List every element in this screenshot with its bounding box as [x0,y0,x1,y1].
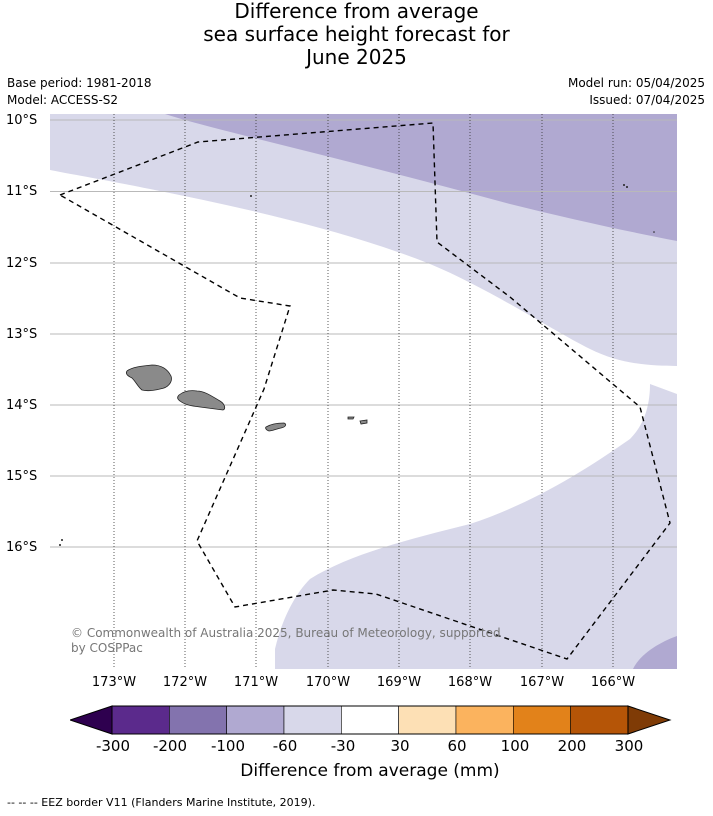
land-islands [125,364,368,432]
copyright-line-2: by COSPPac [71,641,143,655]
colorbar-extension-high [627,705,672,735]
lon-label-172w: 172°W [162,675,208,690]
latitude-gridlines [50,119,677,548]
colorbar-cell [111,705,170,735]
map-panel [50,114,677,669]
model-run: Model run: 05/04/2025 [567,76,705,90]
lat-label-16s: 16°S [6,540,38,555]
anomaly-band-south-dark [633,636,677,669]
colorbar-cell [570,705,629,735]
colorbar-label: Difference from average (mm) [240,761,500,781]
map-canvas [50,114,677,669]
meta-left: Base period: 1981-2018 Model: ACCESS-S2 [7,75,152,109]
island-savaii [125,364,172,392]
colorbar-tick: -300 [95,737,131,755]
colorbar-cells [70,705,672,735]
colorbar-cell [398,705,457,735]
anomaly-band-south-light [275,384,677,669]
title-line-3: June 2025 [306,45,407,69]
colorbar-cell [226,705,285,735]
chart-title: Difference from average sea surface heig… [0,0,713,69]
lat-label-13s: 13°S [6,327,38,342]
base-period: Base period: 1981-2018 [7,76,152,90]
lon-label-170w: 170°W [305,675,351,690]
colorbar-tick: -200 [152,737,188,755]
colorbar-tick: 60 [447,737,467,755]
lat-label-11s: 11°S [6,184,38,199]
lon-label-169w: 169°W [376,675,422,690]
colorbar-cell [455,705,514,735]
lat-label-14s: 14°S [6,398,38,413]
lon-label-167w: 167°W [519,675,565,690]
lon-label-171w: 171°W [233,675,279,690]
lat-label-15s: 15°S [6,469,38,484]
lat-label-12s: 12°S [6,256,38,271]
colorbar [70,705,672,735]
atoll-marks [59,184,655,546]
island-ofu [347,416,355,420]
anomaly-band-north-dark [165,114,677,241]
colorbar-extension-low [70,705,113,735]
copyright-line-1: © Commonwealth of Australia 2025, Bureau… [71,626,501,640]
model-name: Model: ACCESS-S2 [7,93,119,107]
longitude-gridlines [113,114,614,669]
meta-right: Model run: 05/04/2025 Issued: 07/04/2025 [568,75,705,109]
issued-date: Issued: 07/04/2025 [589,93,705,107]
island-tau [359,419,368,425]
colorbar-tick: 300 [614,737,644,755]
colorbar-tick: 200 [557,737,587,755]
eez-border-samoa [58,122,671,660]
title-line-1: Difference from average [234,0,479,23]
lon-label-166w: 166°W [590,675,636,690]
colorbar-tick: 30 [390,737,410,755]
lon-label-173w: 173°W [91,675,137,690]
island-upolu [177,390,226,411]
colorbar-frame [111,705,629,735]
colorbar-tick: -100 [210,737,246,755]
colorbar-tick: -60 [272,737,298,755]
colorbar-cell [513,705,571,735]
copyright-notice: © Commonwealth of Australia 2025, Bureau… [71,626,501,656]
title-line-2: sea surface height forecast for [203,22,510,46]
island-tutuila [265,422,287,432]
colorbar-cell [169,705,227,735]
eez-legend-footnote: -- -- -- EEZ border V11 (Flanders Marine… [7,796,316,809]
lon-label-168w: 168°W [447,675,493,690]
colorbar-cell [283,705,342,735]
lat-label-10s: 10°S [6,113,38,128]
colorbar-cell [341,705,399,735]
colorbar-tick: 100 [500,737,530,755]
colorbar-tick: -30 [330,737,356,755]
